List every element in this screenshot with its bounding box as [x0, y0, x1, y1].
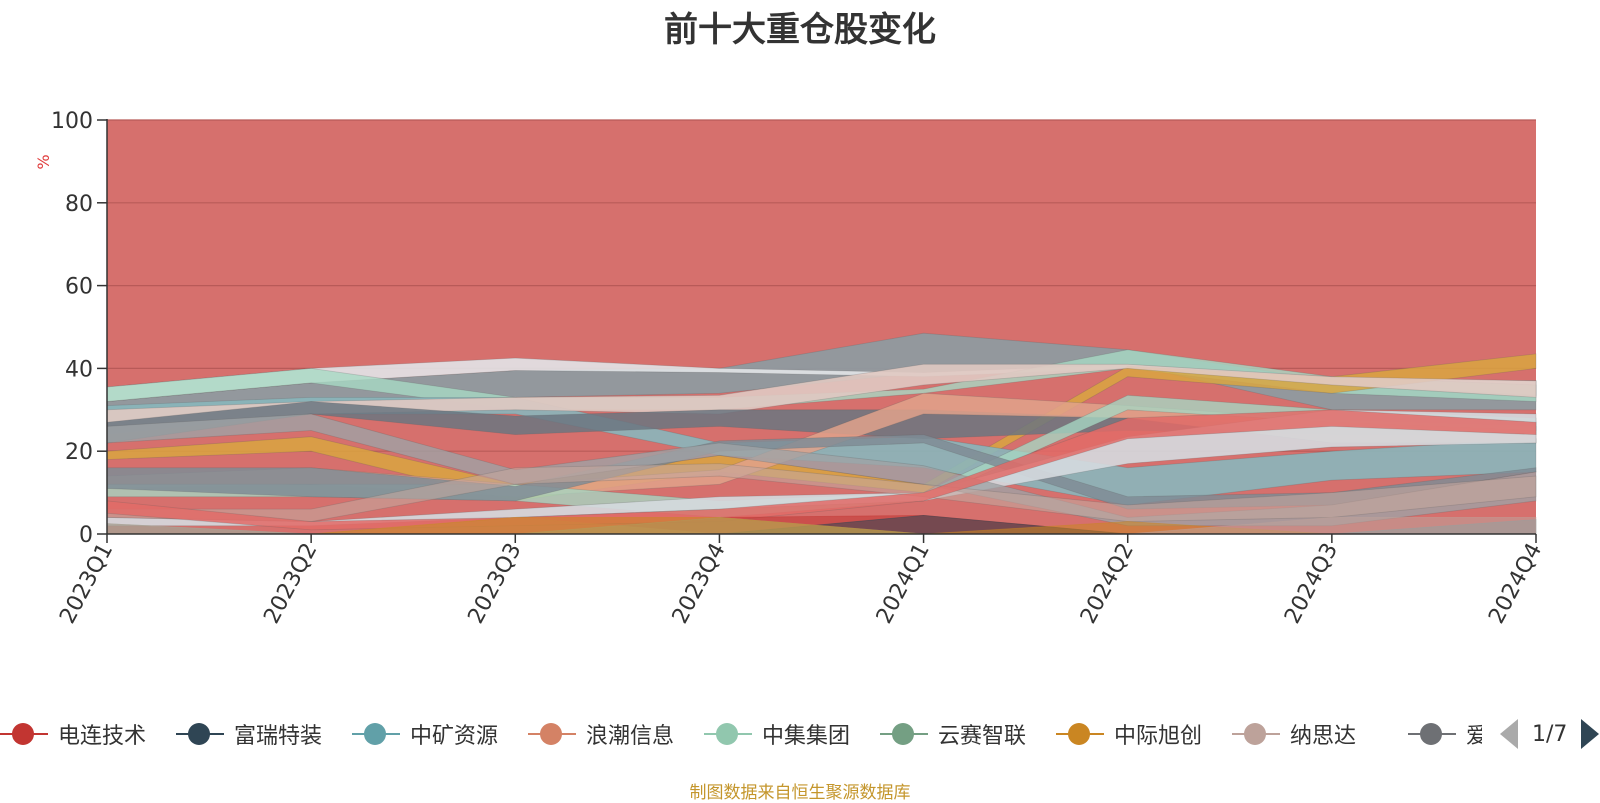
legend-marker-icon — [528, 722, 576, 746]
legend-prev-icon[interactable] — [1500, 719, 1518, 749]
legend-marker-icon — [1056, 722, 1104, 746]
legend-label: 富瑞特装 — [234, 724, 323, 749]
area-band — [106, 363, 1537, 444]
legend-items: 电连技术 富瑞特装 中矿资源 浪潮信息 中集集团 云赛智联 中际旭创 纳思达 爱玛科技 — [0, 716, 1482, 756]
x-tick-label: 2024Q1 — [872, 539, 935, 628]
legend-label: 中集集团 — [762, 724, 851, 749]
legend-label: 中矿资源 — [410, 724, 499, 749]
legend-pager: 1/7 — [1500, 716, 1600, 752]
legend-item[interactable]: 纳思达 — [1232, 716, 1356, 752]
legend-item[interactable]: 富瑞特装 — [176, 716, 322, 752]
legend-item[interactable]: 电连技术 — [0, 716, 146, 752]
y-tick-label: 80 — [65, 192, 93, 217]
legend-label: 爱玛科技 — [1466, 724, 1482, 749]
x-tick-label: 2023Q3 — [464, 539, 527, 628]
x-tick-label: 2024Q3 — [1280, 539, 1343, 628]
legend-marker-icon — [352, 722, 400, 746]
x-tick-label: 2024Q2 — [1076, 539, 1139, 628]
y-tick-label: 40 — [65, 357, 93, 382]
legend-marker-icon — [1408, 722, 1456, 746]
legend-marker-icon — [880, 722, 928, 746]
legend-marker-icon — [1232, 722, 1280, 746]
legend-label: 中际旭创 — [1114, 724, 1203, 749]
legend-label: 云赛智联 — [938, 724, 1027, 749]
y-tick-label: 20 — [65, 440, 93, 465]
x-tick-label: 2024Q4 — [1484, 539, 1547, 628]
x-tick-label: 2023Q4 — [668, 539, 731, 628]
chart-legend: 电连技术 富瑞特装 中矿资源 浪潮信息 中集集团 云赛智联 中际旭创 纳思达 爱玛科技 — [0, 716, 1600, 756]
y-tick-label: 0 — [79, 523, 93, 548]
legend-marker-icon — [0, 722, 48, 746]
legend-page-indicator: 1/7 — [1532, 721, 1568, 747]
source-note: 制图数据来自恒生聚源数据库 — [689, 783, 911, 803]
x-tick-label: 2023Q1 — [55, 539, 118, 628]
legend-marker-icon — [704, 722, 752, 746]
legend-item[interactable]: 浪潮信息 — [528, 716, 674, 752]
chart-title: 前十大重仓股变化 — [664, 10, 936, 50]
legend-next-icon[interactable] — [1581, 719, 1600, 749]
legend-item[interactable]: 中集集团 — [704, 716, 850, 752]
legend-label: 浪潮信息 — [586, 724, 675, 749]
x-tick-label: 2023Q2 — [259, 539, 322, 628]
legend-item[interactable]: 中际旭创 — [1056, 716, 1202, 752]
y-axis-label: % — [34, 154, 53, 169]
y-tick-label: 100 — [51, 109, 93, 134]
legend-label: 电连技术 — [58, 724, 147, 749]
legend-item[interactable]: 云赛智联 — [880, 716, 1026, 752]
area-band — [106, 413, 1537, 527]
legend-label: 纳思达 — [1290, 724, 1357, 749]
area-chart: 0 20 40 60 80 100 2023Q1 2023Q2 2023Q3 2023Q4 2024… — [34, 109, 1547, 628]
legend-marker-icon — [176, 722, 224, 746]
legend-item[interactable]: 爱玛科技 — [1408, 716, 1482, 752]
y-tick-label: 60 — [65, 275, 93, 300]
area-band — [106, 463, 1537, 522]
legend-item[interactable]: 中矿资源 — [352, 716, 498, 752]
